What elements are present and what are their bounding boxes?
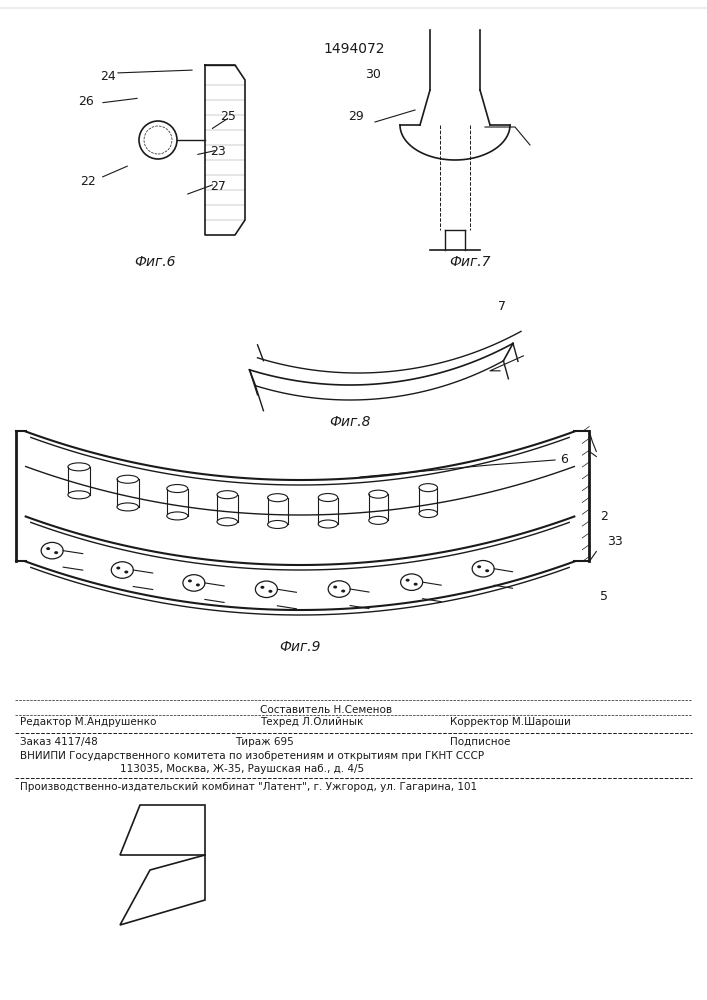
Text: 30: 30 bbox=[365, 68, 381, 81]
Ellipse shape bbox=[111, 562, 134, 578]
Ellipse shape bbox=[485, 569, 489, 572]
Text: Фиг.7: Фиг.7 bbox=[449, 255, 491, 269]
Text: 25: 25 bbox=[220, 110, 236, 123]
Text: 5: 5 bbox=[600, 590, 608, 603]
Ellipse shape bbox=[117, 475, 139, 483]
Ellipse shape bbox=[68, 491, 90, 499]
Text: 7: 7 bbox=[498, 300, 506, 313]
Ellipse shape bbox=[269, 590, 272, 593]
Ellipse shape bbox=[260, 586, 264, 589]
Ellipse shape bbox=[167, 485, 188, 493]
Text: 1494072: 1494072 bbox=[323, 42, 385, 56]
Text: Фиг.8: Фиг.8 bbox=[329, 415, 370, 429]
Text: 6: 6 bbox=[560, 453, 568, 466]
Text: 23: 23 bbox=[210, 145, 226, 158]
Ellipse shape bbox=[406, 579, 409, 582]
Ellipse shape bbox=[401, 574, 423, 590]
Ellipse shape bbox=[116, 567, 120, 570]
Text: 29: 29 bbox=[348, 110, 363, 123]
Ellipse shape bbox=[255, 581, 277, 598]
Ellipse shape bbox=[419, 484, 438, 492]
Text: 113035, Москва, Ж-35, Раушская наб., д. 4/5: 113035, Москва, Ж-35, Раушская наб., д. … bbox=[120, 764, 364, 774]
Ellipse shape bbox=[333, 586, 337, 589]
Ellipse shape bbox=[117, 503, 139, 511]
Text: ВНИИПИ Государственного комитета по изобретениям и открытиям при ГКНТ СССР: ВНИИПИ Государственного комитета по изоб… bbox=[20, 751, 484, 761]
Text: Техред Л.Олийнык: Техред Л.Олийнык bbox=[260, 717, 363, 727]
Text: 26: 26 bbox=[78, 95, 94, 108]
Ellipse shape bbox=[477, 565, 481, 568]
Ellipse shape bbox=[68, 463, 90, 471]
Ellipse shape bbox=[318, 520, 338, 528]
Ellipse shape bbox=[318, 494, 338, 502]
Text: 33: 33 bbox=[607, 535, 623, 548]
Ellipse shape bbox=[268, 494, 288, 502]
Ellipse shape bbox=[54, 551, 58, 554]
Text: Фиг.6: Фиг.6 bbox=[134, 255, 176, 269]
Text: Заказ 4117/48: Заказ 4117/48 bbox=[20, 737, 98, 747]
Ellipse shape bbox=[183, 575, 205, 591]
Ellipse shape bbox=[188, 579, 192, 582]
Ellipse shape bbox=[328, 581, 350, 597]
Ellipse shape bbox=[369, 490, 387, 498]
Text: 22: 22 bbox=[80, 175, 95, 188]
Ellipse shape bbox=[217, 491, 238, 499]
Text: Составитель Н.Семенов: Составитель Н.Семенов bbox=[260, 705, 392, 715]
Text: 27: 27 bbox=[210, 180, 226, 193]
Ellipse shape bbox=[217, 518, 238, 526]
Text: Корректор М.Шароши: Корректор М.Шароши bbox=[450, 717, 571, 727]
Ellipse shape bbox=[41, 542, 63, 559]
Text: Фиг.9: Фиг.9 bbox=[279, 640, 321, 654]
Ellipse shape bbox=[341, 590, 345, 593]
Text: Подписное: Подписное bbox=[450, 737, 510, 747]
Text: Производственно-издательский комбинат "Латент", г. Ужгород, ул. Гагарина, 101: Производственно-издательский комбинат "Л… bbox=[20, 782, 477, 792]
Ellipse shape bbox=[369, 516, 387, 524]
Ellipse shape bbox=[414, 583, 418, 586]
Ellipse shape bbox=[419, 510, 438, 518]
Ellipse shape bbox=[46, 547, 50, 550]
Ellipse shape bbox=[124, 571, 128, 574]
Ellipse shape bbox=[472, 561, 494, 577]
Ellipse shape bbox=[167, 512, 188, 520]
Text: 24: 24 bbox=[100, 70, 116, 83]
Ellipse shape bbox=[196, 583, 200, 586]
Ellipse shape bbox=[268, 520, 288, 528]
Text: Редактор М.Андрушенко: Редактор М.Андрушенко bbox=[20, 717, 156, 727]
Text: Тираж 695: Тираж 695 bbox=[235, 737, 293, 747]
Text: 2: 2 bbox=[600, 510, 608, 523]
